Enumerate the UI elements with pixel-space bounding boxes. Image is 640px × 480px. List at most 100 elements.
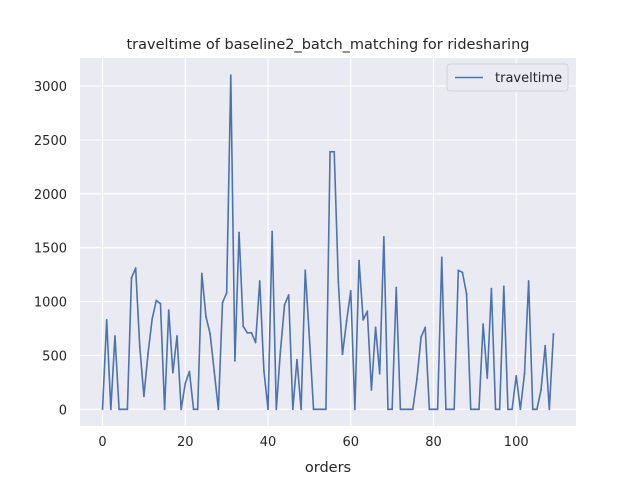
data-point [502,285,505,288]
data-point [308,336,311,338]
data-point [192,408,195,411]
data-point [209,332,212,335]
data-point [234,359,236,362]
data-point [283,303,286,306]
data-point [163,408,166,411]
data-point [258,280,261,282]
data-point [482,323,485,326]
data-point [345,320,348,322]
y-tick-label: 2500 [34,134,67,149]
data-point [432,408,435,411]
data-point [382,235,385,238]
x-tick-label: 60 [342,435,359,450]
data-point [205,315,207,318]
data-point [449,408,451,411]
data-point [316,408,319,411]
data-point [420,336,422,338]
data-point [217,408,220,411]
y-axis-ticks: 0 500 1000 1500 2000 2500 3000 [34,80,67,418]
data-point [188,370,191,373]
data-point [167,309,170,312]
data-point [411,408,414,411]
data-point [461,271,464,274]
data-point [225,292,228,294]
data-point [312,408,315,411]
data-point [486,377,489,379]
data-point [515,374,518,377]
data-point [337,281,340,284]
data-point [333,150,336,153]
data-point [473,408,476,411]
data-point [349,289,352,292]
series-group [101,74,555,411]
data-point [469,408,472,411]
data-point [246,331,249,334]
x-axis-label: orders [305,460,351,476]
data-point [498,408,501,411]
data-point [531,408,534,411]
data-point [494,408,497,411]
data-point [262,369,265,372]
data-point [490,287,493,290]
data-point [304,269,307,272]
data-point [544,344,547,347]
data-point [527,280,530,282]
data-point [320,408,323,411]
data-point [109,408,112,411]
data-point [552,332,555,335]
data-point [171,371,174,374]
data-point [424,326,427,329]
data-point [378,372,381,375]
data-point [416,378,418,381]
x-tick-label: 40 [260,435,277,450]
x-tick-label: 80 [425,435,442,450]
data-point [399,408,402,411]
data-point [287,294,290,296]
data-point [130,276,133,279]
legend-label: traveltime [495,71,562,86]
data-point [126,408,129,411]
data-point [134,267,137,270]
data-point [180,408,183,411]
data-point [184,382,187,385]
data-point [370,389,373,391]
data-point [196,408,199,411]
y-tick-label: 1000 [34,296,67,311]
data-point [440,256,443,259]
x-tick-label: 0 [98,435,106,450]
data-point [151,317,154,320]
data-point [279,350,282,353]
data-point [213,370,216,373]
data-point [536,408,538,411]
y-tick-label: 1500 [34,242,67,257]
data-point [250,331,253,334]
data-point [229,74,232,77]
data-point [242,325,245,328]
x-tick-label: 20 [177,435,194,450]
data-point [325,408,327,411]
data-point [238,231,240,234]
y-tick-label: 3000 [34,80,67,95]
data-point [362,318,365,321]
data-point [138,345,141,348]
data-point [523,372,526,375]
data-point [403,408,406,411]
data-point [540,389,542,391]
data-point [122,408,125,411]
data-point [275,408,278,411]
data-point [105,318,108,321]
y-tick-label: 2000 [34,188,67,203]
data-point [428,408,431,411]
data-point [519,408,522,411]
data-point [296,358,298,361]
data-point [548,408,551,411]
data-point [267,408,269,411]
y-tick-label: 500 [42,349,67,364]
data-point [271,230,274,233]
data-point [101,408,104,411]
y-tick-label: 0 [59,403,67,418]
data-point [436,408,439,411]
data-point [507,408,509,411]
data-point [114,335,116,337]
